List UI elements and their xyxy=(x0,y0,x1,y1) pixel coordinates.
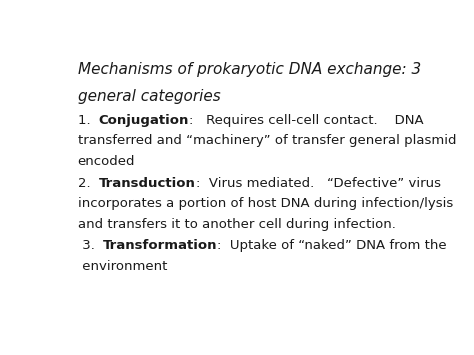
Text: environment: environment xyxy=(78,260,167,273)
Text: Conjugation: Conjugation xyxy=(99,114,189,127)
Text: :  Virus mediated.   “Defective” virus: : Virus mediated. “Defective” virus xyxy=(196,176,441,190)
Text: :   Requires cell-cell contact.    DNA: : Requires cell-cell contact. DNA xyxy=(189,114,424,127)
Text: encoded: encoded xyxy=(78,155,135,168)
Text: :  Uptake of “naked” DNA from the: : Uptake of “naked” DNA from the xyxy=(218,239,447,252)
Text: Transduction: Transduction xyxy=(99,176,196,190)
Text: Transformation: Transformation xyxy=(103,239,218,252)
Text: Mechanisms of prokaryotic DNA exchange: 3: Mechanisms of prokaryotic DNA exchange: … xyxy=(78,62,421,77)
Text: 2.: 2. xyxy=(78,176,99,190)
Text: general categories: general categories xyxy=(78,89,220,104)
Text: 1.: 1. xyxy=(78,114,99,127)
Text: and transfers it to another cell during infection.: and transfers it to another cell during … xyxy=(78,218,395,230)
Text: 3.: 3. xyxy=(78,239,103,252)
Text: incorporates a portion of host DNA during infection/lysis: incorporates a portion of host DNA durin… xyxy=(78,197,453,210)
Text: transferred and “machinery” of transfer general plasmid: transferred and “machinery” of transfer … xyxy=(78,134,456,147)
